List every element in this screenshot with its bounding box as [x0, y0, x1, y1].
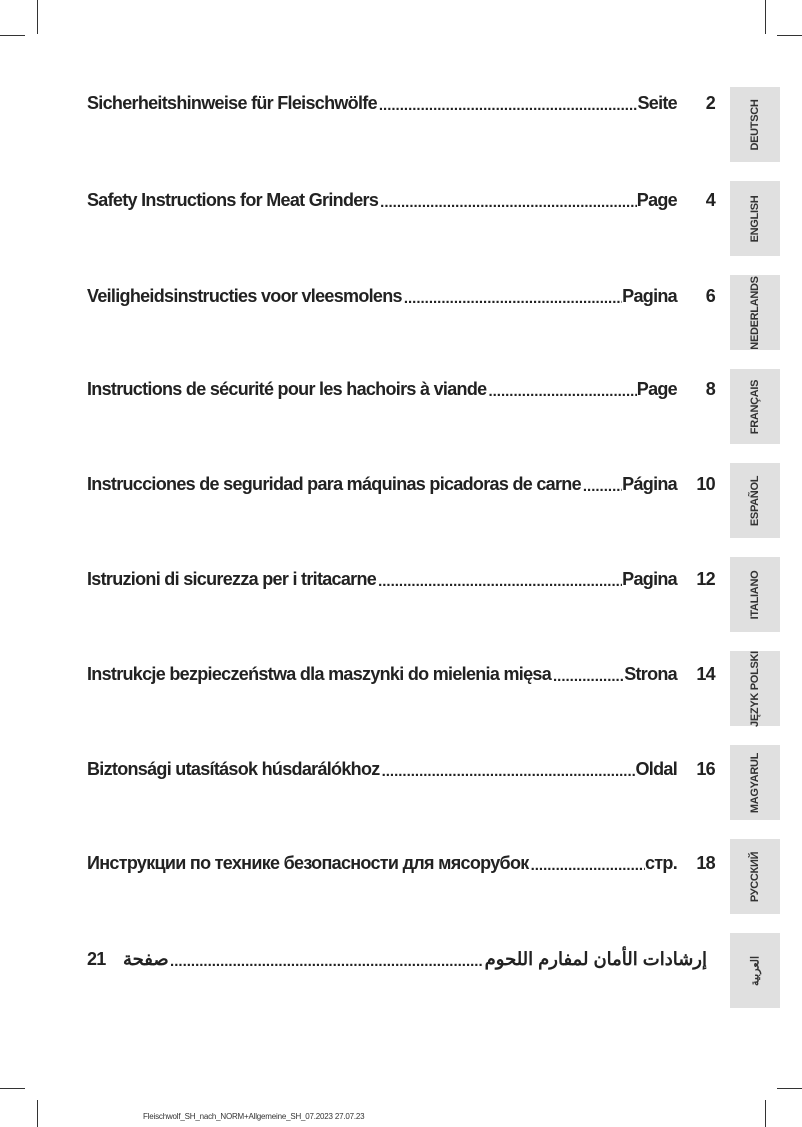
- dot-leader: [378, 194, 637, 211]
- crop-mark: [777, 35, 802, 36]
- toc-title: إرشادات الأمان لمفارم اللحوم: [484, 949, 708, 969]
- page-label: Page: [636, 379, 678, 399]
- language-tab: РУССКИЙ: [730, 839, 780, 914]
- dot-leader: [169, 953, 485, 970]
- dot-leader: [380, 763, 636, 780]
- page-number: 6: [705, 286, 716, 306]
- page-number: 12: [696, 569, 715, 589]
- page-label: Pagina: [622, 286, 678, 306]
- page-number: 21: [87, 949, 106, 969]
- language-tab: NEDERLANDS: [730, 275, 780, 350]
- crop-mark: [0, 1088, 25, 1089]
- crop-mark: [765, 1100, 766, 1127]
- language-tab-label: ITALIANO: [749, 570, 761, 619]
- language-tab-label: JĘZYK POLSKI: [749, 650, 761, 727]
- dot-leader: [486, 383, 636, 400]
- language-tab: ENGLISH: [730, 181, 780, 256]
- language-tab-label: FRANÇAIS: [749, 379, 761, 434]
- page-label: Strona: [624, 664, 678, 684]
- toc-entry[interactable]: Safety Instructions for Meat Grinders Pag…: [87, 187, 716, 211]
- toc-title: Istruzioni di sicurezza per i tritacarne: [87, 569, 377, 589]
- language-tab: MAGYARUL: [730, 745, 780, 820]
- page-number: 10: [696, 474, 715, 494]
- toc-entry[interactable]: إرشادات الأمان لمفارم اللحوم صفحة 21: [87, 946, 708, 970]
- page-number: 2: [705, 93, 716, 113]
- language-tab: JĘZYK POLSKI: [730, 651, 780, 726]
- page-label: Oldal: [635, 759, 677, 779]
- toc-entry[interactable]: Instructions de sécurité pour les hachoi…: [87, 376, 716, 400]
- crop-mark: [765, 0, 766, 34]
- page-label: Página: [622, 474, 678, 494]
- crop-mark: [777, 1088, 802, 1089]
- crop-mark: [37, 0, 38, 34]
- language-tab: FRANÇAIS: [730, 369, 780, 444]
- page-number: 18: [696, 853, 715, 873]
- toc-title: Veiligheidsinstructies voor vleesmolens: [87, 286, 403, 306]
- crop-mark: [37, 1100, 38, 1127]
- language-tab: العربية: [730, 933, 780, 1008]
- toc-entry[interactable]: Sicherheitshinweise für Fleischwölfe Seit…: [87, 90, 716, 114]
- toc-title: Biztonsági utasítások húsdarálókhoz: [87, 759, 380, 779]
- language-tab-label: DEUTSCH: [749, 98, 761, 151]
- page-number: 4: [705, 190, 716, 210]
- toc-entry[interactable]: Veiligheidsinstructies voor vleesmolens P…: [87, 283, 716, 307]
- page-number: 16: [696, 759, 715, 779]
- language-tab-label: ENGLISH: [749, 195, 761, 242]
- toc-entry[interactable]: Instrukcje bezpieczeństwa dla maszynki d…: [87, 661, 716, 685]
- language-tab-label: РУССКИЙ: [749, 851, 761, 902]
- dot-leader: [529, 857, 645, 874]
- toc-entry[interactable]: Инструкции по технике безопасности для м…: [87, 850, 716, 874]
- page-number: 14: [696, 664, 715, 684]
- page-number: 8: [705, 379, 716, 399]
- toc-title: Safety Instructions for Meat Grinders: [87, 190, 379, 210]
- dot-leader: [376, 573, 622, 590]
- toc-title: Instrucciones de seguridad para máquinas…: [87, 474, 582, 494]
- page-label: Page: [636, 190, 678, 210]
- dot-leader: [551, 668, 624, 685]
- language-tab: ITALIANO: [730, 557, 780, 632]
- toc-title: Инструкции по технике безопасности для м…: [87, 853, 529, 873]
- crop-mark: [0, 35, 25, 36]
- footer-file-info: Fleischwolf_SH_nach_NORM+Allgemeine_SH_0…: [143, 1112, 365, 1121]
- dot-leader: [377, 97, 638, 114]
- toc-entry[interactable]: Instrucciones de seguridad para máquinas…: [87, 471, 716, 495]
- toc-title: Sicherheitshinweise für Fleischwölfe: [87, 93, 378, 113]
- toc-entry[interactable]: Biztonsági utasítások húsdarálókhoz Oldal…: [87, 756, 716, 780]
- page-label: стр.: [644, 853, 678, 873]
- toc-title: Instrukcje bezpieczeństwa dla maszynki d…: [87, 664, 552, 684]
- dot-leader: [402, 290, 622, 307]
- language-tab-label: العربية: [749, 955, 762, 986]
- page-label: Seite: [637, 93, 677, 113]
- language-tab-label: NEDERLANDS: [749, 275, 761, 350]
- language-tab: ESPAÑOL: [730, 463, 780, 538]
- dot-leader: [581, 478, 622, 495]
- toc-title: Instructions de sécurité pour les hachoi…: [87, 379, 487, 399]
- language-tab: DEUTSCH: [730, 87, 780, 162]
- language-tab-label: ESPAÑOL: [749, 475, 761, 526]
- language-tab-label: MAGYARUL: [749, 752, 761, 813]
- toc-entry[interactable]: Istruzioni di sicurezza per i tritacarne…: [87, 566, 716, 590]
- page-label: Pagina: [622, 569, 678, 589]
- page-label: صفحة: [123, 949, 169, 969]
